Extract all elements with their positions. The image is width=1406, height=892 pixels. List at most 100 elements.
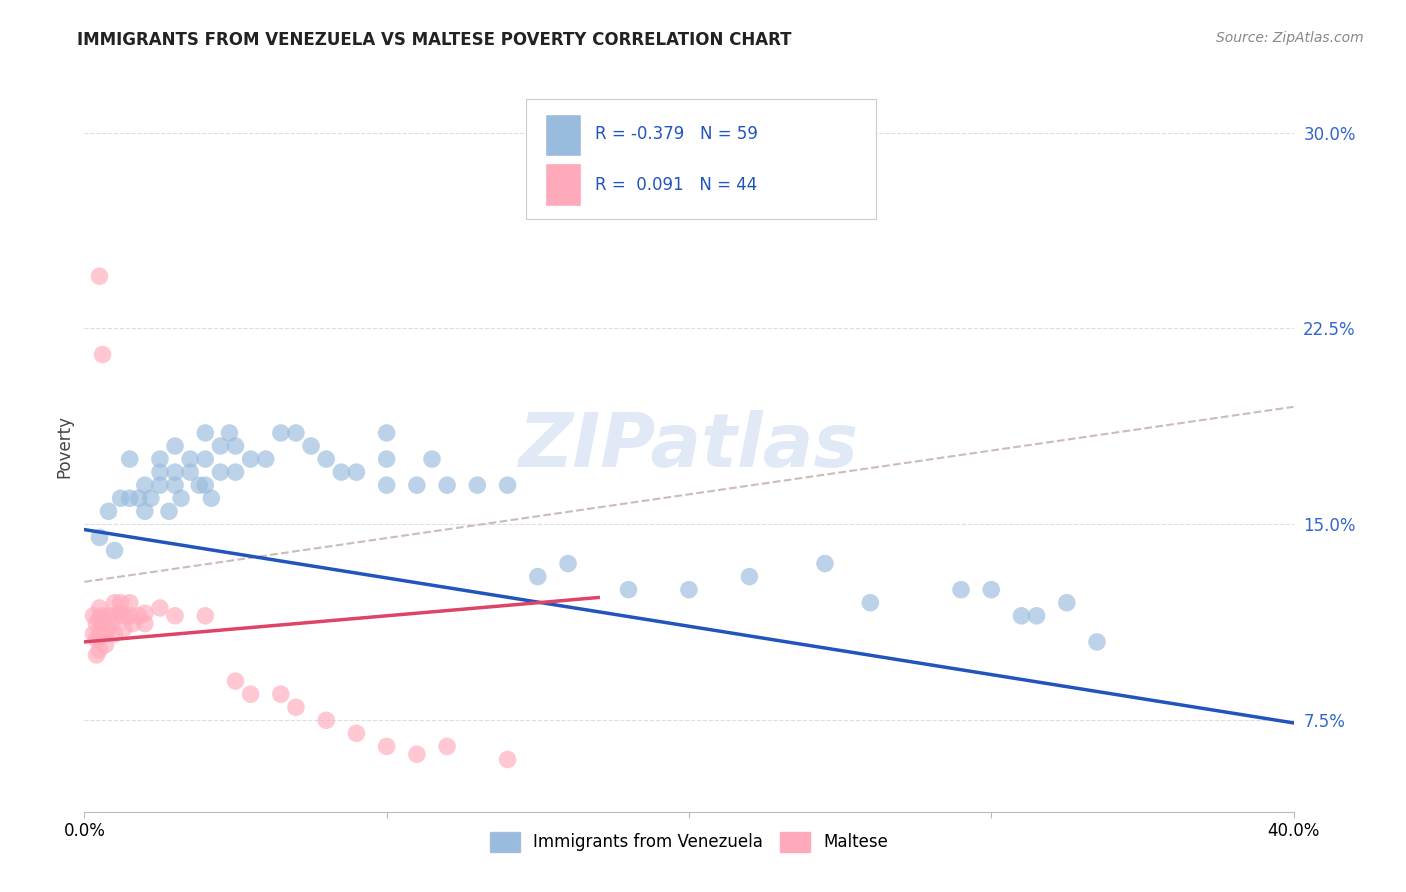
Point xyxy=(134,606,156,620)
Point xyxy=(239,452,262,467)
Point xyxy=(89,601,111,615)
Point xyxy=(194,478,217,492)
Point xyxy=(225,465,247,479)
Point xyxy=(104,608,127,623)
Point xyxy=(239,687,262,701)
Point xyxy=(89,642,111,657)
Point xyxy=(209,439,232,453)
Point xyxy=(496,478,519,492)
Point xyxy=(1025,608,1047,623)
Point xyxy=(89,269,111,284)
Point xyxy=(420,452,443,467)
Point xyxy=(315,452,337,467)
Point xyxy=(110,606,132,620)
Point xyxy=(375,425,398,440)
Point xyxy=(94,638,117,652)
Point xyxy=(118,608,141,623)
Point xyxy=(188,478,211,492)
Point xyxy=(91,347,114,362)
Point xyxy=(128,608,150,623)
Point xyxy=(1056,596,1078,610)
Point xyxy=(330,465,353,479)
Point xyxy=(617,582,640,597)
Point xyxy=(1011,608,1033,623)
Point xyxy=(375,739,398,754)
Y-axis label: Poverty: Poverty xyxy=(55,415,73,477)
Point xyxy=(91,608,114,623)
Point xyxy=(94,627,117,641)
Point xyxy=(149,601,172,615)
Text: Source: ZipAtlas.com: Source: ZipAtlas.com xyxy=(1216,31,1364,45)
Point xyxy=(194,452,217,467)
Point xyxy=(285,425,308,440)
Point xyxy=(557,557,579,571)
Point xyxy=(179,465,201,479)
Point xyxy=(814,557,837,571)
Point xyxy=(436,739,458,754)
Point xyxy=(149,452,172,467)
Point xyxy=(110,596,132,610)
Point xyxy=(179,452,201,467)
Point xyxy=(118,596,141,610)
Point xyxy=(89,611,111,625)
Point xyxy=(149,465,172,479)
Point xyxy=(406,747,429,762)
Point xyxy=(299,439,322,453)
Point xyxy=(346,726,368,740)
Point xyxy=(97,504,120,518)
Text: R = -0.379   N = 59: R = -0.379 N = 59 xyxy=(595,126,758,144)
Point xyxy=(467,478,489,492)
Point xyxy=(89,530,111,544)
Point xyxy=(165,608,187,623)
Point xyxy=(134,504,156,518)
Point xyxy=(194,608,217,623)
Point xyxy=(165,439,187,453)
Point xyxy=(270,425,292,440)
Point xyxy=(678,582,700,597)
FancyBboxPatch shape xyxy=(547,115,581,155)
FancyBboxPatch shape xyxy=(526,99,876,219)
Point xyxy=(218,425,240,440)
Point xyxy=(315,714,337,728)
Point xyxy=(209,465,232,479)
Point xyxy=(254,452,277,467)
Point xyxy=(86,632,108,647)
Point xyxy=(82,608,104,623)
Point xyxy=(134,616,156,631)
Point xyxy=(82,627,104,641)
Point xyxy=(139,491,162,506)
Text: IMMIGRANTS FROM VENEZUELA VS MALTESE POVERTY CORRELATION CHART: IMMIGRANTS FROM VENEZUELA VS MALTESE POV… xyxy=(77,31,792,49)
Point xyxy=(1085,635,1108,649)
Point xyxy=(194,425,217,440)
Point xyxy=(738,569,761,583)
Point xyxy=(436,478,458,492)
Point xyxy=(165,478,187,492)
Point xyxy=(100,616,122,631)
Point xyxy=(859,596,882,610)
Point xyxy=(170,491,193,506)
Point xyxy=(270,687,292,701)
Point xyxy=(112,608,135,623)
Legend: Immigrants from Venezuela, Maltese: Immigrants from Venezuela, Maltese xyxy=(484,826,894,858)
Text: ZIPatlas: ZIPatlas xyxy=(519,409,859,483)
Point xyxy=(91,616,114,631)
Point xyxy=(375,452,398,467)
FancyBboxPatch shape xyxy=(547,164,581,204)
Point xyxy=(165,465,187,479)
Point xyxy=(104,627,127,641)
Point xyxy=(225,439,247,453)
Point xyxy=(375,478,398,492)
Point xyxy=(86,616,108,631)
Point xyxy=(496,752,519,766)
Point xyxy=(134,478,156,492)
Point xyxy=(406,478,429,492)
Point xyxy=(346,465,368,479)
Point xyxy=(110,491,132,506)
Point xyxy=(112,622,135,636)
Point xyxy=(980,582,1002,597)
Point xyxy=(128,491,150,506)
Point xyxy=(86,648,108,662)
Point xyxy=(200,491,222,506)
Point xyxy=(157,504,180,518)
Point xyxy=(118,452,141,467)
